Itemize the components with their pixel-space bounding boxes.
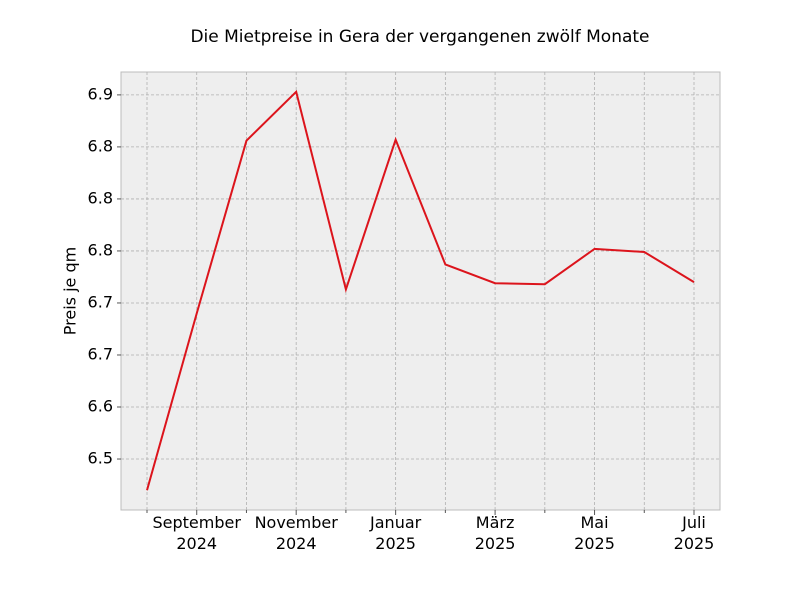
y-tick-label: 6.8 xyxy=(88,188,113,207)
x-tick-label: November 2024 xyxy=(255,513,339,553)
y-tick-label: 6.5 xyxy=(88,449,113,468)
chart-title: Die Mietpreise in Gera der vergangenen z… xyxy=(190,27,649,47)
x-tick-label: Mai 2025 xyxy=(574,513,615,553)
y-tick-label: 6.7 xyxy=(88,344,113,363)
y-tick-label: 6.8 xyxy=(88,240,113,259)
x-tick-label: Januar 2025 xyxy=(369,513,422,553)
x-tick-label: März 2025 xyxy=(475,513,516,553)
y-tick-label: 6.9 xyxy=(88,84,113,103)
data-line xyxy=(146,89,695,491)
plot-area xyxy=(120,71,721,511)
y-axis-label: Preis je qm xyxy=(61,247,80,335)
y-tick-label: 6.6 xyxy=(88,397,113,416)
y-tick-label: 6.7 xyxy=(88,292,113,311)
x-tick-label: Juli 2025 xyxy=(674,513,715,553)
x-tick-label: September 2024 xyxy=(153,513,242,553)
y-tick-label: 6.8 xyxy=(88,136,113,155)
